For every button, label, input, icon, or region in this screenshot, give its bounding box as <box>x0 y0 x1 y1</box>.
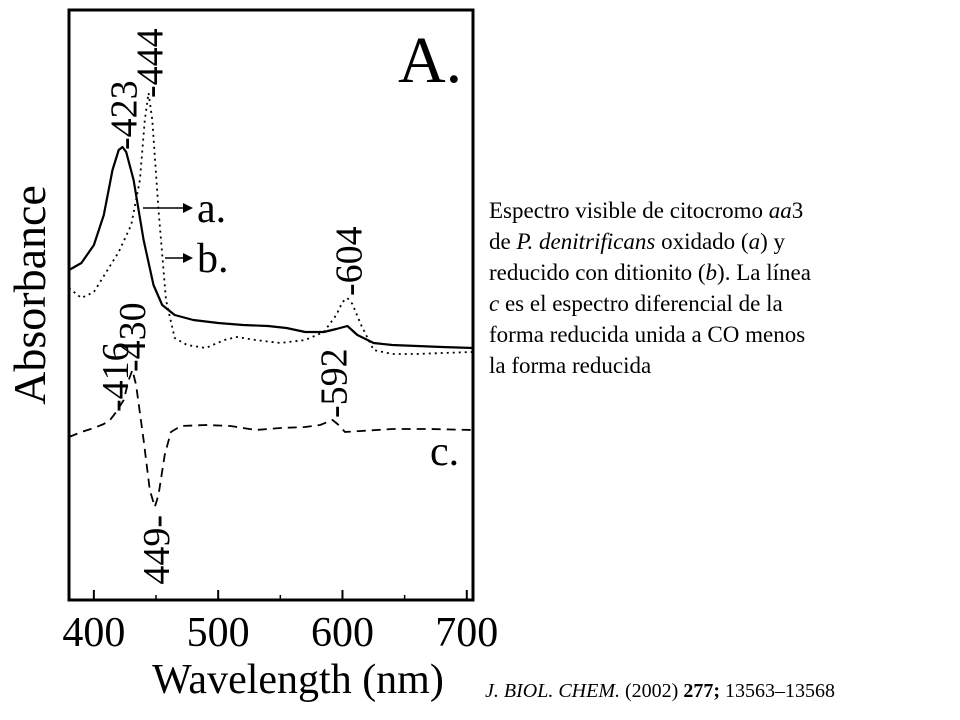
curve-label-b: b. <box>165 236 229 282</box>
caption-line-3: reducido con ditionito (b). La línea <box>489 257 959 288</box>
caption-line-6: la forma reducida <box>489 353 652 378</box>
curve-b <box>68 92 474 355</box>
caption-text: oxidado ( <box>655 229 749 254</box>
arrowhead-b-icon <box>183 253 193 263</box>
peak-label: -444 <box>130 28 172 98</box>
caption-italic: b <box>705 260 718 285</box>
curve-a <box>68 145 474 350</box>
peak-label: -430 <box>112 302 154 372</box>
peak-label: -592 <box>314 348 356 418</box>
x-tick-label: 400 <box>62 610 125 656</box>
caption-text: es el espectro diferencial de la <box>499 291 783 316</box>
caption-text: ). La línea <box>717 260 811 285</box>
caption-italic: P. denitrificans <box>516 229 656 254</box>
curve-label-a: a. <box>143 186 226 232</box>
x-tick-label: 700 <box>435 610 498 656</box>
x-axis-label: Wavelength (nm) <box>152 657 444 703</box>
x-axis-ticks: 400 500 600 700 <box>62 590 498 656</box>
arrowhead-a-icon <box>183 203 193 213</box>
caption-text: ) y <box>760 229 786 254</box>
plot-frame <box>67 8 475 602</box>
caption-italic: a <box>748 229 761 254</box>
figure-caption: Espectro visible de citocromo aa3 de P. … <box>489 195 959 381</box>
peak-label: 449- <box>136 515 178 585</box>
panel-label: A. <box>398 24 462 97</box>
caption-line-2: de P. denitrificans oxidado (a) y <box>489 226 959 257</box>
curve-label-c-text: c. <box>430 429 459 475</box>
spectrum-curves <box>68 92 474 508</box>
curve-c <box>68 369 474 508</box>
peak-labels: -423-444 -604 -430-416 -592 449- <box>95 28 371 584</box>
curve-label-a-text: a. <box>197 186 226 232</box>
caption-text: Espectro visible de citocromo <box>489 198 769 223</box>
citation-volume: 277; <box>683 680 720 702</box>
peak-label: -423 <box>104 80 146 150</box>
peak-label: -416 <box>95 342 137 412</box>
x-tick-label: 600 <box>311 610 374 656</box>
citation-year: (2002) <box>619 680 684 702</box>
x-tick-label: 500 <box>187 610 250 656</box>
citation-journal: J. BIOL. CHEM. <box>485 680 620 702</box>
caption-line-5: forma reducida unida a CO menos <box>489 322 806 347</box>
peak-label: -604 <box>328 226 370 296</box>
y-axis-label: Absorbance <box>4 185 55 405</box>
citation-pages: 13563–13568 <box>719 680 835 702</box>
caption-italic: c <box>489 291 500 316</box>
caption-text: 3 <box>791 198 804 223</box>
caption-italic: aa <box>768 198 792 223</box>
caption-text: de <box>489 229 517 254</box>
caption-line-4: c es el espectro diferencial de la <box>489 288 959 319</box>
curve-label-b-text: b. <box>197 236 229 282</box>
caption-text: reducido con ditionito ( <box>489 260 706 285</box>
citation: J. BIOL. CHEM. (2002) 277; 13563–13568 <box>485 680 835 703</box>
caption-line-1: Espectro visible de citocromo aa3 <box>489 195 959 226</box>
